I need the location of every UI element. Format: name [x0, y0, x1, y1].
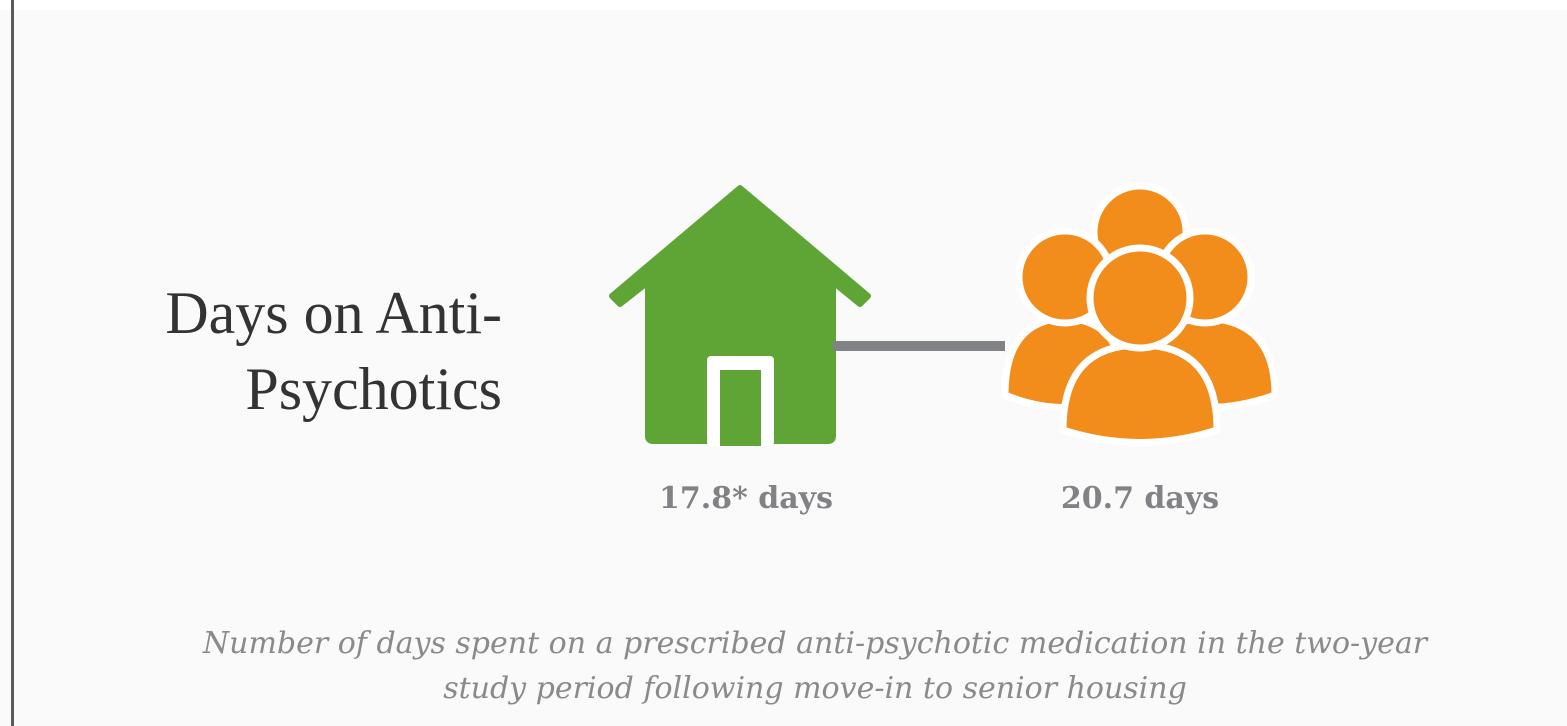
connector — [833, 341, 1005, 351]
title-line: Psychotics — [245, 356, 502, 422]
left-border — [11, 0, 14, 726]
caption-line: Number of days spent on a prescribed ant… — [202, 626, 1429, 661]
people-icon — [1001, 182, 1279, 446]
caption-line: study period following move-in to senior… — [443, 671, 1187, 706]
house-icon — [609, 185, 871, 446]
value-label: 20.7 days — [1061, 481, 1219, 516]
top-strip — [0, 0, 1567, 10]
title-line: Days on Anti- — [165, 280, 502, 346]
value-label: 17.8* days — [659, 481, 833, 516]
